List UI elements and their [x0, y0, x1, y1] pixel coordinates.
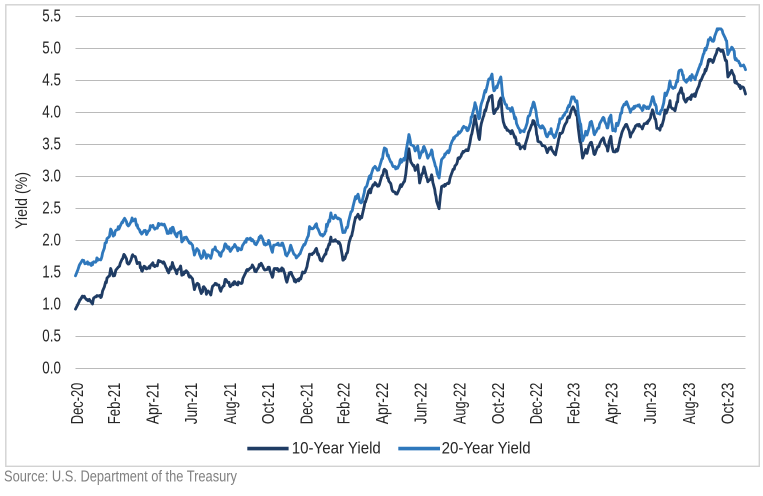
svg-text:Jun-22: Jun-22: [411, 383, 431, 425]
svg-text:0.0: 0.0: [42, 358, 61, 378]
svg-text:3.5: 3.5: [42, 134, 61, 154]
svg-text:2.0: 2.0: [42, 230, 61, 250]
svg-text:Dec-20: Dec-20: [67, 383, 87, 425]
svg-text:Yield (%): Yield (%): [12, 172, 31, 229]
svg-text:Aug-23: Aug-23: [679, 383, 699, 425]
svg-text:3.0: 3.0: [42, 166, 61, 186]
svg-text:Aug-22: Aug-22: [450, 383, 470, 425]
svg-text:4.5: 4.5: [42, 70, 61, 90]
svg-text:Jun-21: Jun-21: [181, 383, 201, 425]
svg-text:Feb-23: Feb-23: [563, 383, 583, 425]
svg-text:1.5: 1.5: [42, 262, 61, 282]
svg-text:Apr-21: Apr-21: [143, 383, 163, 425]
svg-text:Oct-21: Oct-21: [258, 383, 278, 425]
svg-text:Feb-22: Feb-22: [334, 383, 354, 425]
svg-text:Source: U.S. Department of the: Source: U.S. Department of the Treasury: [4, 469, 237, 486]
svg-text:5.0: 5.0: [42, 38, 61, 58]
svg-text:Jun-23: Jun-23: [640, 383, 660, 425]
svg-text:Oct-22: Oct-22: [488, 383, 508, 425]
svg-text:Oct-23: Oct-23: [718, 383, 738, 425]
svg-text:Dec-22: Dec-22: [526, 383, 546, 425]
svg-text:Dec-21: Dec-21: [297, 383, 317, 425]
svg-text:1.0: 1.0: [42, 294, 61, 314]
svg-text:5.5: 5.5: [42, 6, 61, 26]
svg-text:Apr-22: Apr-22: [372, 383, 392, 425]
svg-text:2.5: 2.5: [42, 198, 61, 218]
svg-text:Apr-23: Apr-23: [602, 383, 622, 425]
svg-text:Aug-21: Aug-21: [220, 383, 240, 425]
svg-text:0.5: 0.5: [42, 326, 61, 346]
svg-text:4.0: 4.0: [42, 102, 61, 122]
svg-text:20-Year Yield: 20-Year Yield: [442, 439, 531, 458]
svg-text:Feb-21: Feb-21: [104, 383, 124, 425]
svg-text:10-Year Yield: 10-Year Yield: [292, 439, 381, 458]
